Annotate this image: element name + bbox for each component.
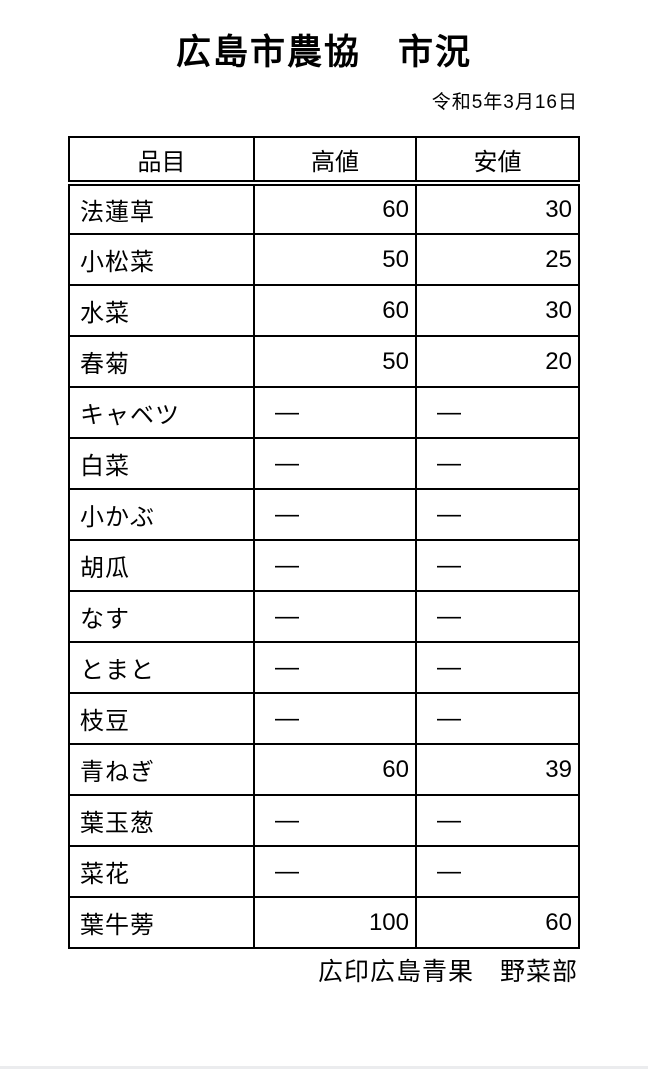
item-name-cell: 青ねぎ	[68, 743, 255, 797]
high-price-cell: —	[253, 488, 417, 542]
table-row: 葉玉葱 — —	[68, 794, 580, 848]
item-name-cell: 葉牛蒡	[68, 896, 255, 950]
column-header-high-price: 高値	[253, 136, 417, 187]
low-price-cell: —	[415, 437, 580, 491]
table-row: 青ねぎ 60 39	[68, 743, 580, 797]
item-name-cell: 小松菜	[68, 233, 255, 287]
market-price-table: 品目 高値 安値 法蓮草 60 30 小松菜 50 25 水菜 60 30 春菊…	[68, 136, 580, 950]
item-name-cell: キャベツ	[68, 386, 255, 440]
table-row: 水菜 60 30	[68, 284, 580, 338]
item-name-cell: 葉玉葱	[68, 794, 255, 848]
item-name-cell: 枝豆	[68, 692, 255, 746]
high-price-cell: —	[253, 386, 417, 440]
low-price-cell: —	[415, 845, 580, 899]
table-body: 法蓮草 60 30 小松菜 50 25 水菜 60 30 春菊 50 20 キャ…	[68, 182, 580, 950]
document-content: 令和5年3月16日 品目 高値 安値 法蓮草 60 30 小松菜 50 25 水	[68, 91, 580, 989]
table-row: 枝豆 — —	[68, 692, 580, 746]
item-name-cell: 法蓮草	[68, 182, 255, 236]
document-date: 令和5年3月16日	[431, 91, 578, 113]
table-row: 法蓮草 60 30	[68, 182, 580, 236]
item-name-cell: 菜花	[68, 845, 255, 899]
high-price-cell: 50	[253, 233, 417, 287]
table-row: 葉牛蒡 100 60	[68, 896, 580, 950]
low-price-cell: 39	[415, 743, 580, 797]
low-price-cell: 30	[415, 182, 580, 236]
item-name-cell: 春菊	[68, 335, 255, 389]
table-header-row: 品目 高値 安値	[68, 136, 580, 187]
item-name-cell: 胡瓜	[68, 539, 255, 593]
item-name-cell: 小かぶ	[68, 488, 255, 542]
low-price-cell: —	[415, 539, 580, 593]
low-price-cell: —	[415, 794, 580, 848]
low-price-cell: —	[415, 590, 580, 644]
high-price-cell: —	[253, 692, 417, 746]
item-name-cell: 水菜	[68, 284, 255, 338]
table-row: とまと — —	[68, 641, 580, 695]
high-price-cell: 50	[253, 335, 417, 389]
low-price-cell: 60	[415, 896, 580, 950]
table-row: 小かぶ — —	[68, 488, 580, 542]
table-row: 胡瓜 — —	[68, 539, 580, 593]
high-price-cell: 100	[253, 896, 417, 950]
high-price-cell: 60	[253, 284, 417, 338]
high-price-cell: —	[253, 794, 417, 848]
column-header-low-price: 安値	[415, 136, 580, 187]
footer-organization: 広印広島青果 野菜部	[317, 958, 578, 987]
high-price-cell: —	[253, 590, 417, 644]
low-price-cell: 25	[415, 233, 580, 287]
low-price-cell: —	[415, 641, 580, 695]
high-price-cell: 60	[253, 743, 417, 797]
low-price-cell: 20	[415, 335, 580, 389]
table-row: 春菊 50 20	[68, 335, 580, 389]
item-name-cell: とまと	[68, 641, 255, 695]
high-price-cell: —	[253, 539, 417, 593]
low-price-cell: —	[415, 386, 580, 440]
low-price-cell: —	[415, 488, 580, 542]
high-price-cell: —	[253, 845, 417, 899]
high-price-cell: —	[253, 641, 417, 695]
item-name-cell: なす	[68, 590, 255, 644]
table-row: 菜花 — —	[68, 845, 580, 899]
low-price-cell: —	[415, 692, 580, 746]
column-header-item: 品目	[68, 136, 255, 187]
high-price-cell: 60	[253, 182, 417, 236]
low-price-cell: 30	[415, 284, 580, 338]
high-price-cell: —	[253, 437, 417, 491]
table-row: 白菜 — —	[68, 437, 580, 491]
page-title: 広島市農協 市況	[175, 33, 472, 72]
table-row: 小松菜 50 25	[68, 233, 580, 287]
item-name-cell: 白菜	[68, 437, 255, 491]
table-row: なす — —	[68, 590, 580, 644]
table-row: キャベツ — —	[68, 386, 580, 440]
